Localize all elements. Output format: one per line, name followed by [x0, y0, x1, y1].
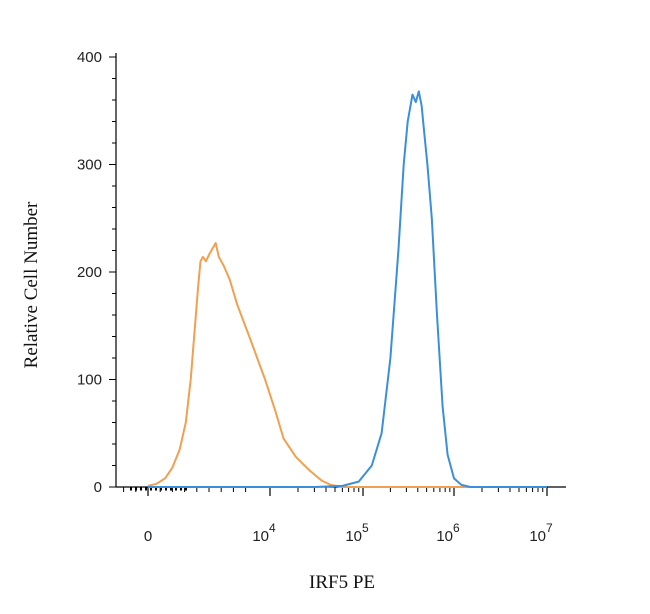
x-ticks: 0 104 105 106 107: [123, 487, 553, 545]
x-axis-title: IRF5 PE: [309, 572, 375, 593]
y-tick-label: 400: [77, 49, 102, 66]
x-tick-exponent: 5: [362, 521, 369, 535]
y-tick-label: 300: [77, 157, 102, 174]
x-tick-base: 10: [252, 528, 269, 545]
y-tick-label: 0: [94, 479, 102, 496]
x-tick-exponent: 4: [269, 521, 276, 535]
x-tick-label: 104: [252, 521, 276, 545]
y-tick-label: 200: [77, 264, 102, 281]
x-tick-base: 10: [529, 528, 546, 545]
x-tick-exponent: 7: [546, 521, 553, 535]
x-tick-base: 10: [436, 528, 453, 545]
y-axis-title: Relative Cell Number: [21, 201, 42, 368]
x-tick-exponent: 6: [453, 521, 460, 535]
series-line-2: [148, 90, 547, 488]
x-tick-base: 0: [144, 528, 152, 545]
x-tick-label: 107: [529, 521, 553, 545]
x-axis: 0 104 105 106 107: [116, 486, 566, 545]
x-tick-label: 105: [345, 521, 369, 545]
series-line-1: [147, 242, 547, 488]
series-layer: [147, 90, 547, 488]
x-tick-label: 0: [144, 528, 152, 545]
y-tick-label: 100: [77, 372, 102, 389]
x-tick-label: 106: [436, 521, 460, 545]
x-tick-base: 10: [345, 528, 362, 545]
y-ticks: 0 100 200 300 400: [77, 49, 116, 496]
y-axis: 0 100 200 300 400: [77, 49, 117, 496]
